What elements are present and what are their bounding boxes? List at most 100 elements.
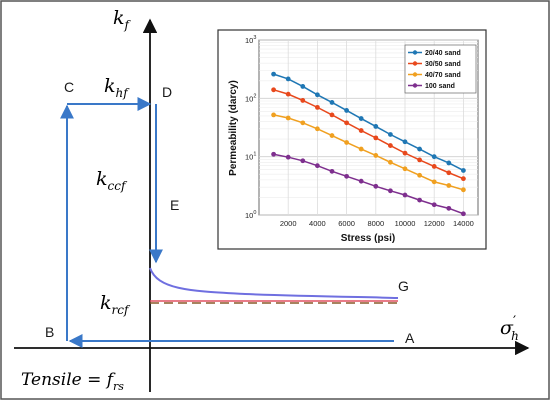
inset-x-tick-label: 4000 bbox=[309, 219, 326, 228]
inset-y-tick-label: 100 bbox=[245, 210, 256, 220]
inset-legend-label: 20/40 sand bbox=[425, 50, 461, 57]
inset-data-point bbox=[300, 158, 306, 164]
inset-x-tick-label: 10000 bbox=[395, 219, 416, 228]
inset-legend-swatch-marker bbox=[412, 72, 418, 77]
inset-chart: 100 101 102 103 2000 4000 6000 8000 10000 12000 1… bbox=[217, 29, 487, 250]
point-b: B bbox=[45, 324, 54, 340]
inset-y-tick-label: 101 bbox=[245, 152, 256, 162]
inset-y-label: Permeability (darcy) bbox=[228, 80, 239, 176]
inset-data-point bbox=[461, 168, 466, 173]
inset-data-point bbox=[358, 178, 364, 184]
inset-data-point bbox=[388, 132, 393, 137]
inset-data-point bbox=[315, 126, 320, 132]
inset-data-point bbox=[271, 87, 276, 93]
inset-data-point bbox=[461, 211, 466, 217]
point-c: C bbox=[64, 79, 74, 95]
point-e: E bbox=[170, 197, 179, 213]
inset-data-point bbox=[344, 108, 349, 113]
inset-data-point bbox=[271, 151, 276, 157]
sigma-label: σ′ h bbox=[500, 314, 519, 343]
inset-data-point bbox=[446, 170, 452, 176]
inset-data-point bbox=[358, 146, 364, 152]
krcf-label: krcf bbox=[100, 292, 131, 317]
permeability-decay-curve bbox=[149, 267, 399, 299]
inset-data-point bbox=[344, 173, 349, 179]
inset-data-point bbox=[315, 104, 320, 110]
inset-data-point bbox=[461, 187, 466, 193]
inset-data-point bbox=[300, 120, 306, 126]
inset-data-point bbox=[300, 98, 306, 103]
inset-data-point bbox=[388, 188, 393, 194]
inset-data-point bbox=[285, 91, 291, 97]
point-d: D bbox=[162, 84, 172, 100]
inset-data-point bbox=[431, 154, 437, 160]
inset-data-point bbox=[373, 153, 379, 158]
inset-x-tick-label: 12000 bbox=[424, 219, 445, 228]
inset-data-point bbox=[388, 159, 393, 165]
inset-data-point bbox=[344, 120, 349, 126]
inset-data-point bbox=[329, 112, 335, 118]
inset-series-line bbox=[273, 153, 464, 215]
inset-legend-label: 40/70 sand bbox=[425, 72, 461, 79]
kf-label: kf bbox=[113, 7, 132, 32]
inset-data-point bbox=[431, 164, 437, 169]
inset-data-point bbox=[358, 128, 364, 133]
inset-data-point bbox=[300, 84, 306, 89]
inset-data-point bbox=[417, 197, 422, 203]
inset-data-point bbox=[373, 183, 379, 189]
inset-data-point bbox=[344, 140, 349, 145]
inset-data-point bbox=[373, 124, 379, 129]
inset-y-tick-label: 103 bbox=[245, 35, 256, 45]
inset-data-point bbox=[329, 100, 335, 105]
inset-data-point bbox=[271, 71, 276, 77]
inset-legend: 20/40 sand 30/50 sand 40/70 sand 100 sand bbox=[404, 44, 477, 94]
inset-legend-swatch-marker bbox=[412, 83, 418, 88]
inset-data-point bbox=[285, 76, 291, 82]
inset-data-point bbox=[402, 139, 408, 145]
inset-data-point bbox=[329, 168, 335, 174]
inset-data-point bbox=[461, 176, 466, 182]
inset-data-point bbox=[417, 157, 422, 163]
inset-data-point bbox=[417, 146, 422, 152]
point-g: G bbox=[398, 278, 409, 294]
inset-series-line bbox=[273, 114, 464, 191]
inset-data-point bbox=[417, 172, 422, 178]
inset-legend-label: 100 sand bbox=[425, 83, 455, 90]
inset-series-line bbox=[273, 73, 464, 172]
inset-data-point bbox=[329, 133, 335, 138]
inset-x-tick-label: 6000 bbox=[338, 219, 355, 228]
inset-data-point bbox=[315, 163, 320, 169]
inset-legend-swatch-marker bbox=[412, 50, 418, 55]
inset-data-point bbox=[431, 202, 437, 208]
inset-legend-label: 30/50 sand bbox=[425, 61, 461, 68]
inset-series bbox=[271, 71, 466, 217]
inset-data-point bbox=[358, 116, 364, 121]
inset-legend-swatch-marker bbox=[412, 61, 418, 66]
inset-data-point bbox=[446, 160, 452, 166]
inset-data-point bbox=[402, 166, 408, 172]
inset-data-point bbox=[446, 205, 452, 211]
inset-series-line bbox=[273, 89, 464, 180]
inset-y-tick-label: 102 bbox=[245, 93, 256, 103]
point-a: A bbox=[405, 330, 415, 346]
inset-data-point bbox=[373, 135, 379, 141]
inset-y-ticks: 100 101 102 103 bbox=[245, 35, 256, 220]
inset-data-point bbox=[446, 183, 452, 188]
inset-data-point bbox=[388, 143, 393, 148]
inset-data-point bbox=[402, 150, 408, 156]
inset-data-point bbox=[402, 192, 408, 198]
inset-data-point bbox=[271, 112, 276, 118]
inset-data-point bbox=[431, 179, 437, 185]
inset-data-point bbox=[285, 115, 291, 121]
inset-data-point bbox=[285, 154, 291, 160]
inset-data-point bbox=[315, 92, 320, 98]
inset-x-label: Stress (psi) bbox=[341, 233, 395, 244]
kccf-label: kccf bbox=[96, 168, 128, 193]
inset-x-ticks: 2000 4000 6000 8000 10000 12000 14000 bbox=[280, 219, 474, 228]
khf-label: khf bbox=[104, 75, 130, 100]
inset-x-tick-label: 14000 bbox=[453, 219, 474, 228]
inset-x-tick-label: 2000 bbox=[280, 219, 297, 228]
inset-x-tick-label: 8000 bbox=[367, 219, 384, 228]
tensile-label: Tensile = frs bbox=[21, 370, 124, 393]
